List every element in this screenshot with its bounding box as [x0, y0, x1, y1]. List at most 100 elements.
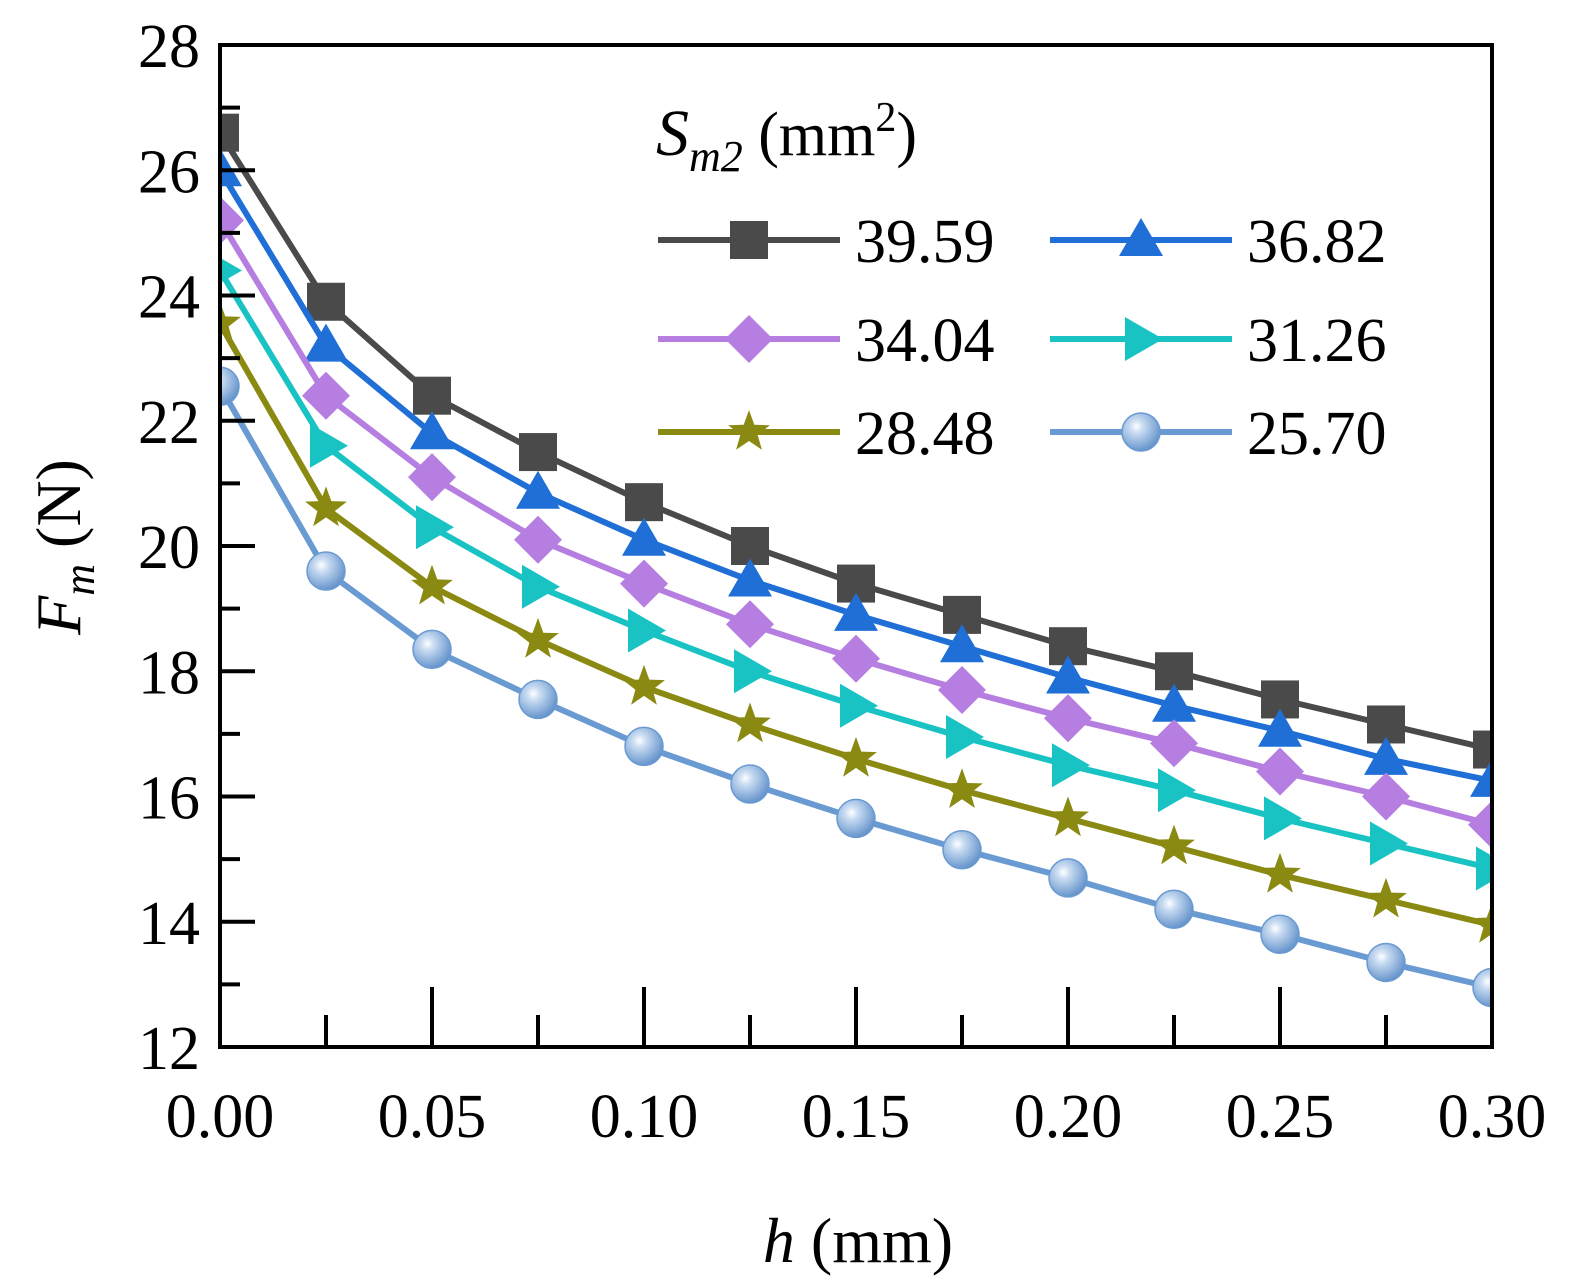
data-point [1048, 858, 1088, 898]
data-point [1259, 852, 1301, 893]
x-tick-label: 0.15 [802, 1083, 911, 1151]
legend-title-subscript: m2 [689, 132, 743, 181]
legend-marker [1119, 218, 1163, 256]
data-point [1158, 768, 1196, 813]
data-point [726, 600, 774, 649]
data-point [518, 679, 558, 720]
legend-item: 34.04 [658, 307, 995, 375]
data-point [942, 829, 982, 870]
data-point [628, 608, 666, 653]
legend-title-unit-close: ) [896, 101, 917, 169]
data-point [220, 257, 242, 284]
data-point [1468, 800, 1492, 849]
data-point [1256, 747, 1304, 796]
data-point [940, 624, 984, 663]
series-layer [220, 113, 1492, 1008]
data-point [620, 559, 668, 608]
x-tick-label: 0.05 [378, 1083, 487, 1151]
data-point [730, 764, 770, 804]
x-tick-label: 0.00 [166, 1083, 275, 1151]
data-point [1471, 902, 1492, 943]
y-tick-label: 26 [138, 138, 200, 206]
ticks-layer: 0.00 0.05 0.10 0.15 0.20 0.25 0.30121416182022… [138, 13, 1546, 1151]
data-point [622, 517, 666, 556]
data-point [1152, 683, 1196, 722]
data-point [1364, 736, 1408, 775]
y-tick-label: 14 [138, 890, 200, 958]
y-tick-label: 16 [138, 765, 200, 833]
data-point [1476, 846, 1492, 891]
x-tick-label: 0.25 [1226, 1083, 1335, 1151]
data-point [519, 433, 557, 472]
data-point [1264, 796, 1302, 841]
data-point [220, 366, 240, 407]
series-36.82 [220, 148, 1492, 797]
legend-label: 34.04 [855, 307, 995, 375]
x-tick-label: 0.10 [590, 1083, 699, 1151]
legend-title-superscript: 2 [875, 95, 896, 141]
data-point [1362, 772, 1410, 821]
y-tick-label: 18 [138, 639, 200, 707]
legend-label: 31.26 [1247, 307, 1387, 375]
legend-item: 25.70 [1050, 400, 1387, 468]
x-tick-label: 0.30 [1438, 1083, 1547, 1151]
y-tick-label: 20 [138, 514, 200, 582]
legend-item: 36.82 [1050, 208, 1387, 276]
data-point [1260, 914, 1300, 955]
data-point [729, 702, 771, 743]
data-point [946, 715, 984, 760]
series-25.70 [220, 366, 1492, 1008]
data-point [1154, 889, 1194, 929]
series-39.59 [220, 113, 1492, 769]
data-point [836, 798, 876, 839]
data-point [623, 664, 665, 705]
legend-title-unit-open: (mm [743, 101, 876, 169]
data-point [305, 486, 347, 527]
legend: 39.59 36.82 34.04 31.26 28.48 25.70 [658, 208, 1387, 468]
legend-marker [1125, 317, 1163, 361]
data-point [307, 282, 345, 321]
data-point [832, 634, 880, 683]
y-tick-label: 24 [138, 264, 200, 332]
legend-title-symbol: S [656, 97, 689, 170]
legend-marker [730, 221, 768, 259]
legend-marker [1121, 412, 1161, 452]
y-axis-title: Fm (N) [23, 459, 104, 636]
legend-label: 28.48 [855, 400, 995, 468]
data-point [413, 376, 451, 415]
data-point [941, 768, 983, 808]
data-point [310, 423, 348, 468]
data-point [220, 148, 242, 187]
data-point [516, 470, 560, 509]
data-point [522, 564, 560, 609]
data-point [1472, 967, 1492, 1008]
y-tick-label: 12 [138, 1015, 200, 1083]
legend-label: 36.82 [1247, 208, 1387, 276]
data-point [416, 505, 454, 550]
plot-frame [218, 43, 1494, 1049]
data-point [1470, 758, 1492, 797]
legend-title: Sm2 (mm2) [656, 95, 917, 181]
legend-marker [725, 315, 773, 363]
data-point [410, 411, 454, 450]
data-point [1365, 877, 1407, 918]
x-axis-title: h (mm) [763, 1205, 953, 1276]
legend-label: 39.59 [855, 208, 995, 276]
legend-marker [728, 410, 770, 450]
y-axis-title-unit: (N) [23, 459, 94, 564]
data-point [1052, 743, 1090, 788]
y-axis-title-symbol: F [23, 595, 94, 636]
y-tick-label: 22 [138, 389, 200, 457]
data-point [220, 113, 239, 152]
data-point [1046, 655, 1090, 694]
data-point [302, 371, 350, 420]
data-point [734, 649, 772, 694]
data-point [304, 323, 348, 362]
data-point [834, 592, 878, 631]
data-point [517, 617, 559, 658]
series-31.26 [220, 257, 1492, 891]
series-34.04 [220, 196, 1492, 849]
data-point [220, 301, 241, 342]
data-point [411, 564, 453, 605]
